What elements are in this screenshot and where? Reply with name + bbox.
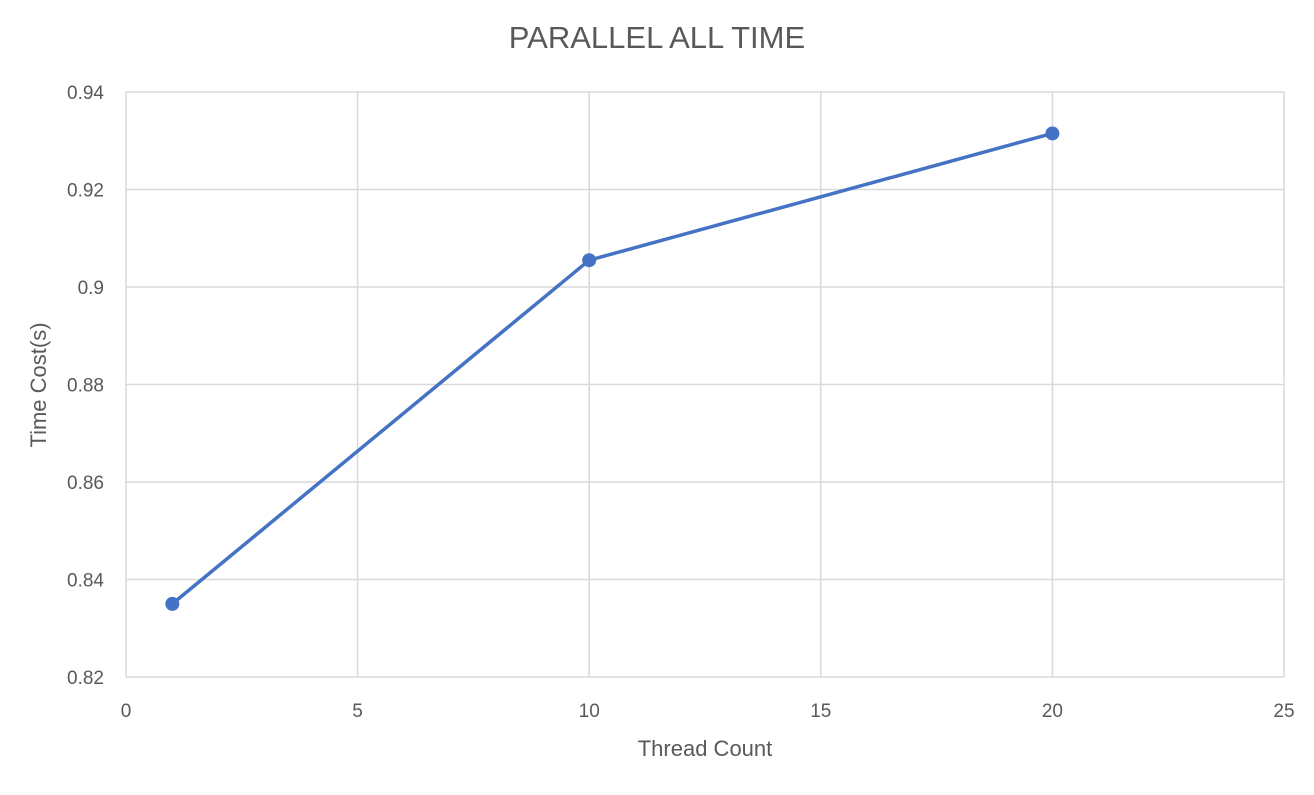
y-tick-label: 0.82 (67, 668, 104, 689)
y-tick-label: 0.94 (67, 83, 104, 104)
y-tick-label: 0.86 (67, 473, 104, 494)
x-tick-label: 5 (352, 701, 363, 722)
x-tick-label: 15 (810, 701, 831, 722)
y-tick-label: 0.92 (67, 181, 104, 202)
x-axis-title: Thread Count (638, 736, 773, 761)
x-tick-label: 25 (1273, 701, 1294, 722)
tick-labels: 0.82 0.84 0.86 0.88 0.9 0.92 0.94 0 5 10 15 20 25 (67, 83, 1295, 722)
x-tick-label: 0 (121, 701, 132, 722)
data-point (1045, 126, 1060, 141)
x-tick-label: 20 (1042, 701, 1063, 722)
data-point (165, 596, 180, 611)
data-series (165, 126, 1060, 611)
data-point (582, 253, 597, 268)
x-tick-label: 10 (579, 701, 600, 722)
chart-title: PARALLEL ALL TIME (509, 20, 805, 55)
y-axis-title: Time Cost(s) (26, 322, 51, 447)
y-tick-label: 0.88 (67, 376, 104, 397)
y-tick-label: 0.9 (78, 278, 104, 299)
y-tick-label: 0.84 (67, 571, 104, 592)
